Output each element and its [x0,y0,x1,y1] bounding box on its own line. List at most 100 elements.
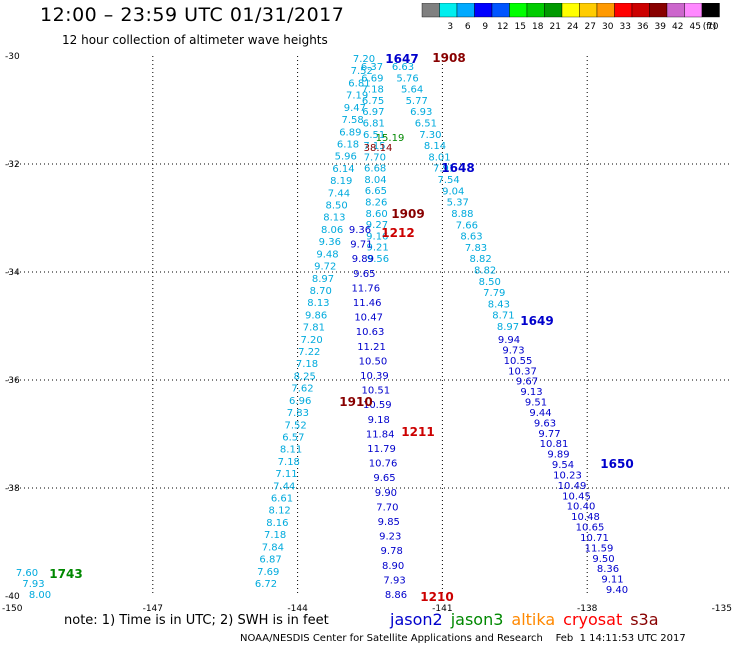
swh-value: 10.81 [540,439,569,450]
swh-value: 6.75 [362,96,384,107]
swh-value: 7.62 [291,384,313,395]
swh-value: 8.36 [597,564,619,575]
swh-value: 9.16 [366,231,388,242]
swh-value: 9.51 [525,398,547,409]
swh-value: 9.36 [349,225,371,236]
swh-value: 6.96 [289,396,311,407]
swh-value: 7.54 [438,175,460,186]
y-tick-label: -40 [5,592,20,602]
swh-value: 9.85 [378,517,400,528]
swh-value: 8.25 [294,371,316,382]
swh-value: 9.21 [367,243,389,254]
swh-value: 10.49 [558,481,587,492]
swh-value: 8.13 [307,298,329,309]
swh-value: 11.79 [367,444,396,455]
swh-value: 6.81 [348,78,370,89]
satellite-legend: jason2 jason3 altika cryosat s3a [390,610,667,629]
swh-value: 8.88 [451,209,473,220]
pass-time-label: 1211 [401,425,434,439]
swh-value: 8.13 [323,213,345,224]
swh-value: 10.76 [369,459,398,470]
swh-value: 9.18 [368,415,390,426]
y-tick-label: -38 [5,484,20,494]
swh-value: 8.01 [428,152,450,163]
swh-value: 10.59 [363,400,392,411]
swh-value: 9.04 [442,186,464,197]
scale-label: 33 [620,22,631,32]
swh-value: 8.19 [330,176,352,187]
satellite-legend-altika: altika [511,610,556,629]
pass-time-label: 1910 [339,395,372,409]
swh-value: 8.50 [479,277,501,288]
swh-value: 7.58 [341,115,363,126]
swh-value: 9.36 [319,237,341,248]
swh-value: 11.46 [353,298,382,309]
swh-value: 11.21 [357,342,386,353]
swh-value: 7.20 [300,335,322,346]
pass-time-label: 1908 [432,51,465,65]
swh-value: 7.18 [362,85,384,96]
swh-value: 10.48 [571,512,600,523]
swh-value: 10.65 [576,523,605,534]
swh-value: 7.18 [296,359,318,370]
x-tick-label: -147 [143,604,163,614]
swh-value: 9.23 [379,532,401,543]
scale-label: 36 [637,22,649,32]
swh-value: 5.96 [335,152,357,163]
x-tick-label: -150 [2,604,23,614]
swh-value: 7.22 [298,347,320,358]
swh-value: 8.16 [266,518,288,529]
swh-value: 6.61 [271,494,293,505]
scale-label: 6 [465,22,471,32]
swh-value-isolated: 38.14 [364,143,393,154]
swh-value: 8.12 [269,506,291,517]
satellite-legend-jason3: jason3 [450,610,504,629]
swh-value: 8.90 [382,561,404,572]
swh-value: 9.13 [520,387,542,398]
swh-value: 6.69 [361,73,383,84]
scale-label: 9 [482,22,488,32]
swh-value: 7.83 [465,243,487,254]
swh-value: 9.27 [366,220,388,231]
swh-value: 9.56 [367,254,389,265]
swh-value: 10.63 [356,327,385,338]
swh-value: 7.70 [376,502,398,513]
swh-value: 8.00 [29,590,51,601]
swh-value: 6.93 [410,107,432,118]
scale-swatch [701,3,720,18]
swh-value: 6.65 [365,186,387,197]
swh-value: 9.44 [529,408,551,419]
swh-value: 9.65 [373,473,395,484]
swh-value: 8.14 [424,141,446,152]
y-tick-label: -36 [5,376,20,386]
swh-value: 6.97 [362,107,384,118]
swh-value: 8.86 [385,590,407,601]
swh-value: 6.57 [282,432,304,443]
scale-label: 30 [602,22,614,32]
swh-value: 8.04 [364,175,386,186]
scale-label: 21 [550,22,561,32]
swh-value: 10.45 [562,491,591,502]
swh-value: 6.63 [392,62,414,73]
swh-value: 6.72 [255,579,277,590]
swh-value: 6.81 [363,118,385,129]
satellite-legend-cryosat: cryosat [563,610,623,629]
swh-value: 11.76 [351,283,380,294]
swh-value: 7.20 [353,54,375,65]
swh-value: 8.82 [469,254,491,265]
swh-value: 5.64 [401,85,423,96]
pass-time-label: 1909 [391,207,424,221]
swh-value: 7.69 [257,567,279,578]
swh-value: 9.48 [316,249,338,260]
scale-label: 27 [585,22,596,32]
scale-label: 3 [447,22,453,32]
swh-value: 8.71 [492,311,514,322]
pass-time-label: 1647 [385,52,418,66]
swh-value: 8.97 [497,322,519,333]
swh-value: 7.44 [328,188,350,199]
swh-value: 8.26 [365,198,387,209]
swh-value: 7.52 [351,66,373,77]
swh-value: 7.30 [419,130,441,141]
scale-label: 24 [567,22,579,32]
